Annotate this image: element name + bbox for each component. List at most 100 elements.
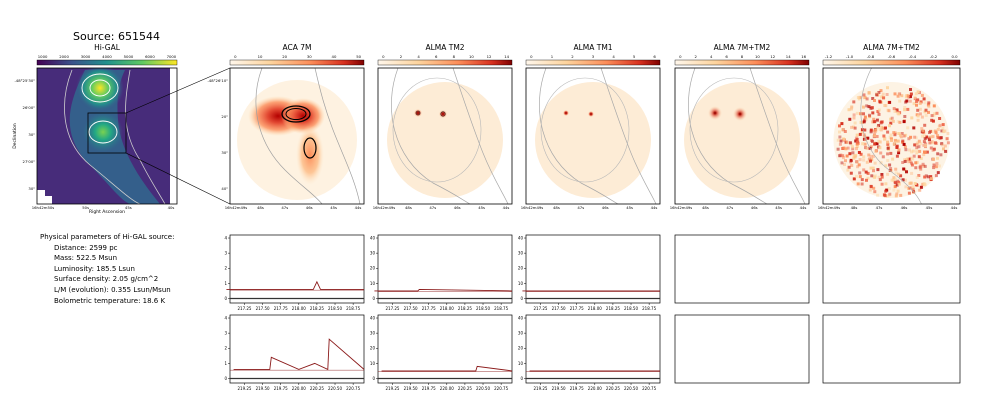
map-frame bbox=[674, 67, 810, 205]
spectrum-xtick-label: 220.75 bbox=[642, 386, 656, 391]
noise-pixel bbox=[934, 174, 938, 178]
map-xtick-label: 44s bbox=[503, 205, 510, 210]
map-title: Hi-GAL bbox=[94, 43, 121, 52]
colorbar-tick-label: 0 bbox=[530, 54, 533, 59]
noise-pixel bbox=[862, 158, 866, 162]
noise-pixel bbox=[919, 167, 923, 171]
noise-pixel bbox=[933, 129, 937, 133]
map-xtick-label: 40s bbox=[168, 205, 175, 210]
noise-pixel bbox=[880, 175, 884, 179]
noise-pixel bbox=[914, 92, 918, 96]
noise-pixel bbox=[903, 145, 907, 149]
noise-pixel bbox=[931, 141, 935, 145]
noise-pixel bbox=[910, 161, 913, 165]
noise-pixel bbox=[887, 109, 891, 113]
compact-source bbox=[563, 110, 569, 116]
noise-pixel bbox=[873, 142, 877, 146]
higal-peak-north bbox=[76, 68, 124, 112]
noise-pixel bbox=[894, 140, 898, 144]
map-contour bbox=[600, 68, 657, 204]
spectrum-line bbox=[374, 288, 513, 292]
map-title: ALMA 7M+TM2 bbox=[714, 43, 771, 52]
colorbar-tick-label: 12 bbox=[770, 54, 775, 59]
colorbar-tick-label: 10 bbox=[258, 54, 263, 59]
noise-pixel bbox=[836, 147, 840, 151]
map-title: ALMA TM1 bbox=[573, 43, 612, 52]
noise-pixel bbox=[915, 175, 919, 179]
noise-pixel bbox=[893, 177, 897, 181]
spectrum-xtick-label: 217.50 bbox=[256, 306, 270, 311]
noise-pixel bbox=[873, 190, 877, 194]
noise-pixel bbox=[936, 134, 939, 138]
noise-pixel bbox=[860, 130, 864, 134]
noise-pixel bbox=[851, 151, 855, 155]
map-ytick-label: 40" bbox=[221, 186, 228, 191]
noise-pixel bbox=[859, 152, 863, 156]
colorbar-tick-label: 6 bbox=[653, 54, 656, 59]
noise-pixel bbox=[929, 146, 933, 150]
noise-pixel bbox=[944, 149, 948, 153]
noise-pixel bbox=[927, 101, 931, 105]
noise-pixel bbox=[889, 133, 893, 137]
noise-pixel bbox=[927, 105, 931, 109]
map-frame bbox=[525, 67, 661, 205]
noise-pixel bbox=[865, 146, 869, 150]
colorbar-tick-label: -1.2 bbox=[825, 54, 833, 59]
noise-pixel bbox=[883, 194, 887, 197]
noise-pixel bbox=[849, 158, 853, 162]
map-xtick-label: 16h42m49s bbox=[521, 205, 544, 210]
spectrum-ytick-label: 0 bbox=[224, 296, 227, 301]
noise-pixel bbox=[946, 141, 950, 145]
noise-pixel bbox=[843, 163, 846, 166]
noise-pixel bbox=[852, 113, 856, 117]
noise-pixel bbox=[847, 108, 851, 112]
higal-white-corner bbox=[170, 68, 177, 204]
noise-pixel bbox=[923, 144, 927, 147]
noise-pixel bbox=[890, 139, 894, 142]
higal-ylabel: Declination bbox=[12, 123, 18, 149]
spectrum-xtick-label: 220.75 bbox=[346, 386, 360, 391]
noise-pixel bbox=[838, 130, 841, 134]
noise-pixel bbox=[946, 132, 950, 135]
noise-pixel bbox=[871, 166, 875, 170]
map-xtick-label: 48s bbox=[257, 205, 264, 210]
colorbar-tick-label: 10 bbox=[755, 54, 760, 59]
noise-pixel bbox=[895, 154, 899, 158]
spectrum-xtick-label: 218.50 bbox=[476, 306, 490, 311]
noise-pixel bbox=[901, 139, 905, 143]
noise-pixel bbox=[853, 121, 857, 125]
noise-pixel bbox=[898, 133, 902, 137]
noise-pixel bbox=[880, 125, 883, 129]
noise-pixel bbox=[892, 131, 896, 135]
noise-pixel bbox=[922, 153, 926, 157]
map-xtick-label: 50s bbox=[82, 205, 89, 210]
noise-pixel bbox=[856, 96, 860, 99]
colorbar-tick-label: 5000 bbox=[124, 54, 134, 59]
noise-pixel bbox=[938, 136, 942, 140]
noise-pixel bbox=[903, 115, 907, 118]
spectrum-xtick-label: 220.50 bbox=[328, 386, 342, 391]
noise-pixel bbox=[872, 169, 875, 173]
noise-pixel bbox=[846, 168, 850, 172]
noise-pixel bbox=[862, 112, 865, 116]
noise-pixel bbox=[838, 142, 842, 146]
noise-pixel bbox=[880, 182, 884, 186]
colorbar-tick-label: 8 bbox=[453, 54, 456, 59]
noise-pixel bbox=[852, 116, 856, 120]
noise-pixel bbox=[864, 138, 868, 142]
zoom-line bbox=[125, 152, 231, 205]
noise-pixel bbox=[911, 185, 915, 189]
noise-pixel bbox=[857, 151, 861, 154]
noise-pixel bbox=[921, 134, 924, 138]
noise-pixel bbox=[930, 177, 933, 181]
colorbar-tick-label: 2000 bbox=[59, 54, 69, 59]
spectrum-panel: 0 10 20 30 40 217.25 217.50 217.75 218.00 218.25 2… bbox=[370, 234, 513, 311]
noise-pixel bbox=[884, 189, 888, 193]
map-xtick-label: 47s bbox=[577, 205, 584, 210]
noise-pixel bbox=[940, 142, 944, 146]
colorbar-tick-label: 14 bbox=[786, 54, 791, 59]
noise-pixel bbox=[922, 164, 926, 168]
colorbar bbox=[36, 59, 178, 66]
noise-pixel bbox=[909, 181, 912, 185]
noise-pixel bbox=[863, 95, 867, 99]
